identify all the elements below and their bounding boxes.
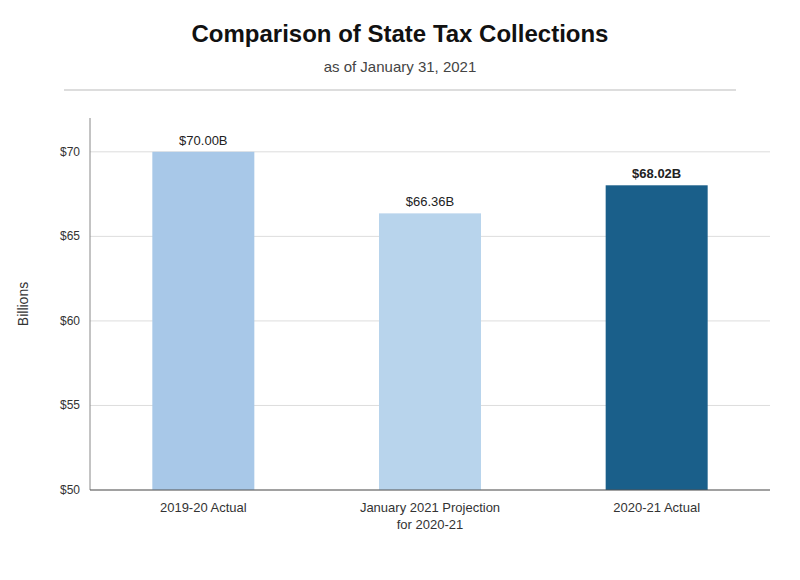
y-tick-label: $65: [60, 229, 80, 243]
y-tick-label: $60: [60, 314, 80, 328]
x-axis-line: [90, 489, 770, 490]
bar: [152, 152, 254, 490]
chart-container: Comparison of State Tax Collections as of…: [0, 0, 800, 580]
data-label: $68.02B: [632, 166, 681, 181]
subtitle: as of January 31, 2021: [324, 58, 477, 75]
x-tick-label: 2019-20 Actual: [160, 500, 247, 515]
x-tick-label: January 2021 Projectionfor 2020-21: [360, 500, 500, 532]
y-tick-label: $50: [60, 483, 80, 497]
data-label: $70.00B: [179, 133, 227, 148]
chart-svg: Comparison of State Tax Collections as of…: [0, 0, 800, 580]
x-tick-label: 2020-21 Actual: [613, 500, 700, 515]
data-label: $66.36B: [406, 194, 454, 209]
y-tick-label: $70: [60, 145, 80, 159]
title: Comparison of State Tax Collections: [192, 20, 609, 47]
grid-line: [90, 490, 770, 491]
x-axis: 2019-20 Actual January 2021 Projectionfor…: [160, 500, 700, 532]
bars: [152, 152, 707, 490]
bar: [606, 185, 708, 490]
y-tick-label: $55: [60, 398, 80, 412]
grid: [90, 152, 770, 490]
separator: [64, 90, 736, 91]
y-axis-line: [90, 118, 91, 490]
bar: [379, 213, 481, 490]
y-axis: $50 $55 $60 $65 $70: [60, 145, 80, 497]
y-axis-label: Billions: [15, 282, 31, 326]
data-labels: $70.00B $66.36B $68.02B: [179, 133, 681, 210]
